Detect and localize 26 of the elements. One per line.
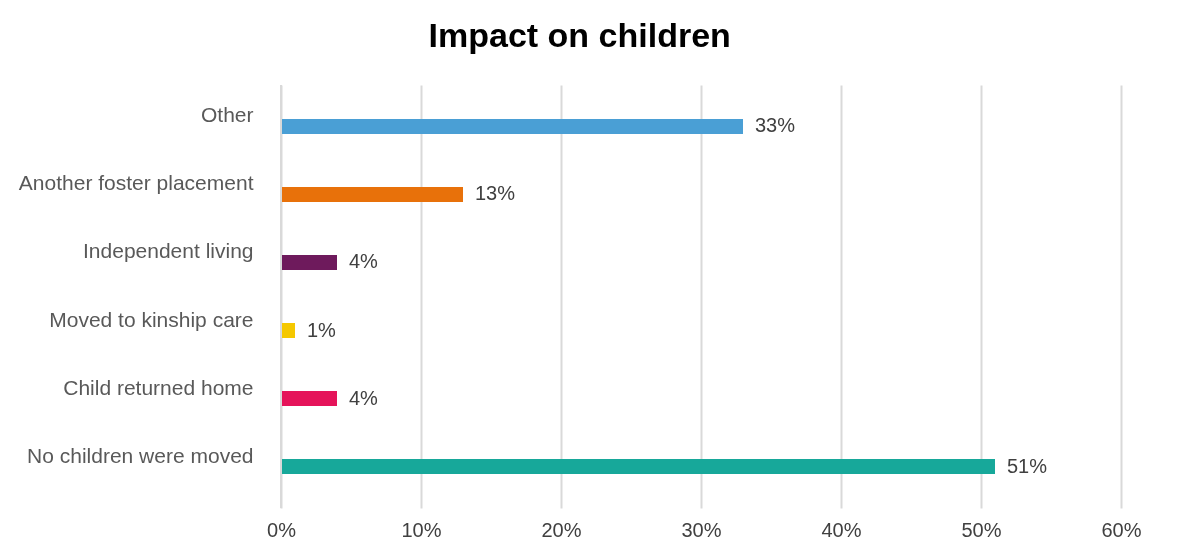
y-tick-label: Independent living xyxy=(83,239,254,263)
x-tick-label: 0% xyxy=(267,518,297,541)
bar xyxy=(281,255,337,270)
y-tick-label: Child returned home xyxy=(63,375,254,399)
data-label: 4% xyxy=(349,250,379,273)
data-label: 4% xyxy=(349,386,379,409)
y-tick-label: No children were moved xyxy=(27,443,254,467)
chart-title: Impact on children xyxy=(428,16,731,54)
data-label: 13% xyxy=(475,182,516,205)
bar xyxy=(281,391,337,406)
bar xyxy=(281,187,463,202)
bar xyxy=(281,323,295,338)
y-tick-label: Other xyxy=(200,103,254,127)
x-tick-label: 50% xyxy=(961,518,1002,541)
x-tick-label: 30% xyxy=(681,518,722,541)
x-tick-label: 40% xyxy=(821,518,862,541)
x-tick-label: 10% xyxy=(401,518,442,541)
x-tick-label: 20% xyxy=(541,518,582,541)
bar xyxy=(281,459,995,474)
data-label: 51% xyxy=(1007,454,1048,477)
bar xyxy=(281,119,743,134)
data-label: 33% xyxy=(755,114,796,137)
x-tick-label: 60% xyxy=(1101,518,1142,541)
y-tick-label: Another foster placement xyxy=(18,171,254,195)
y-tick-label: Moved to kinship care xyxy=(49,307,254,331)
data-label: 1% xyxy=(307,318,337,341)
